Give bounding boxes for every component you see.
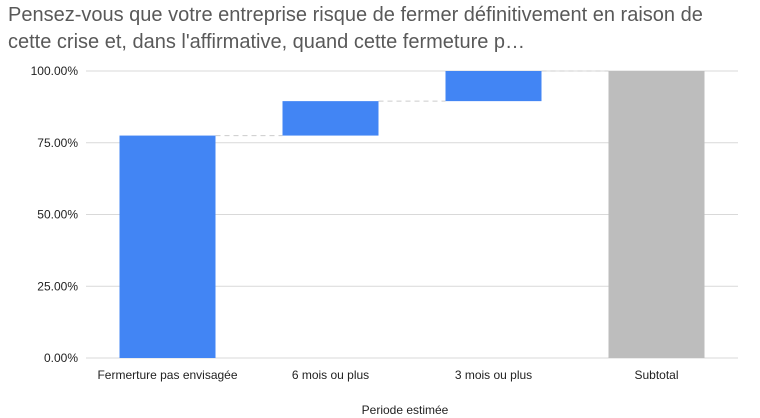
total-bar [608, 71, 705, 358]
y-tick-label: 0.00% [44, 351, 78, 365]
bar [282, 101, 379, 136]
bar [445, 71, 542, 102]
x-axis-title: Periode estimée [362, 403, 449, 417]
y-tick-label: 50.00% [37, 208, 78, 222]
x-tick-label: Subtotal [634, 368, 678, 382]
bar [119, 135, 216, 358]
x-tick-label: Fermerture pas envisagée [97, 368, 237, 382]
chart-title: Pensez-vous que votre entreprise risque … [8, 4, 703, 53]
y-tick-label: 25.00% [37, 279, 78, 293]
x-tick-label: 3 mois ou plus [455, 368, 532, 382]
y-tick-label: 75.00% [37, 136, 78, 150]
y-tick-label: 100.00% [31, 64, 79, 78]
x-tick-label: 6 mois ou plus [292, 368, 369, 382]
